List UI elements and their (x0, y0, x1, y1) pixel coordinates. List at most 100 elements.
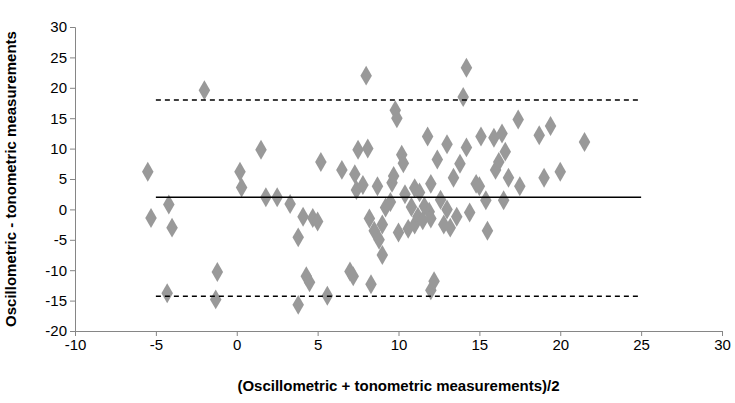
tick-mark (70, 118, 75, 119)
point (498, 190, 510, 210)
tick-label: 30 (50, 18, 67, 35)
tick-label: 20 (50, 79, 67, 96)
point (312, 212, 324, 232)
limit-line (156, 296, 641, 298)
point (360, 66, 372, 86)
point (212, 262, 224, 282)
tick-label: -20 (45, 322, 67, 339)
tick: 10 (391, 331, 408, 353)
point (234, 162, 246, 182)
tick-label: -10 (45, 262, 67, 279)
point (399, 184, 411, 204)
point (365, 274, 377, 294)
limit-line (156, 99, 641, 101)
point (347, 266, 359, 286)
x-axis-title: (Oscillometric + tonometric measurements… (237, 377, 559, 394)
point (388, 166, 400, 186)
tick: 25 (633, 331, 650, 353)
point (441, 199, 453, 219)
tick-label: 20 (552, 336, 569, 353)
tick-mark (70, 270, 75, 271)
point (391, 108, 403, 128)
point (377, 245, 389, 265)
tick-mark (70, 179, 75, 180)
tick-label: 30 (714, 336, 731, 353)
point (579, 132, 591, 152)
point (545, 116, 557, 136)
y-axis-title: Oscillometric - tonometric measurements (2, 31, 19, 327)
point (475, 126, 487, 146)
point (480, 190, 492, 210)
point (514, 176, 526, 196)
tick: -10 (65, 331, 87, 353)
tick-label: -15 (45, 292, 67, 309)
tick: -5 (54, 231, 75, 248)
tick: 5 (314, 331, 322, 353)
tick-label: -10 (65, 336, 87, 353)
tick-label: 15 (50, 110, 67, 127)
point (451, 207, 463, 227)
point (304, 272, 316, 292)
point (161, 283, 173, 303)
point (210, 289, 222, 309)
tick-mark (70, 331, 75, 332)
tick: 0 (59, 201, 75, 218)
point (461, 58, 473, 78)
point (315, 152, 327, 172)
tick: 20 (552, 331, 569, 353)
point (357, 175, 369, 195)
tick-mark (70, 301, 75, 302)
point (362, 139, 374, 159)
point (464, 202, 476, 222)
tick-label: 25 (50, 49, 67, 66)
tick: -20 (45, 322, 75, 339)
point (292, 295, 304, 315)
tick-label: 10 (50, 140, 67, 157)
point (352, 140, 364, 160)
point (292, 227, 304, 247)
tick: 5 (59, 170, 75, 187)
tick-mark (70, 57, 75, 58)
plot-area: -10 -5 0 5 10 15 20 25 30 -20 -15 -10 -5 0 5 10 15 20 25 30 (45, 18, 731, 352)
point (199, 80, 211, 100)
tick-label: 5 (314, 336, 322, 353)
tick: 30 (50, 18, 75, 35)
tick-mark (70, 27, 75, 28)
point (255, 140, 267, 160)
point (349, 164, 361, 184)
point (499, 142, 511, 162)
point (377, 215, 389, 235)
tick: 0 (233, 331, 241, 353)
tick: -15 (45, 292, 75, 309)
point (428, 271, 440, 291)
tick: 15 (472, 331, 489, 353)
mean-line (156, 196, 641, 198)
chart: -10 -5 0 5 10 15 20 25 30 -20 -15 -10 -5 0 5 10 15 20 25 30… (0, 0, 735, 403)
point (142, 162, 154, 182)
point (145, 208, 157, 228)
point (432, 150, 444, 170)
tick: 25 (50, 49, 75, 66)
point (425, 209, 437, 229)
point (538, 168, 550, 188)
tick: 20 (50, 79, 75, 96)
point (166, 218, 178, 238)
tick-label: 5 (59, 170, 67, 187)
x-axis: -10 -5 0 5 10 15 20 25 30 (65, 331, 731, 353)
point (448, 168, 460, 188)
marks (142, 58, 641, 315)
point (297, 207, 309, 227)
point (554, 162, 566, 182)
tick-mark (70, 209, 75, 210)
tick-label: 0 (233, 336, 241, 353)
point (474, 176, 486, 196)
point (425, 174, 437, 194)
tick-label: -5 (54, 231, 67, 248)
tick-mark (70, 149, 75, 150)
point (398, 153, 410, 173)
tick-label: 15 (472, 336, 489, 353)
tick: 15 (50, 110, 75, 127)
tick-label: 10 (391, 336, 408, 353)
axis-line (70, 28, 76, 332)
tick-label: -5 (150, 336, 163, 353)
